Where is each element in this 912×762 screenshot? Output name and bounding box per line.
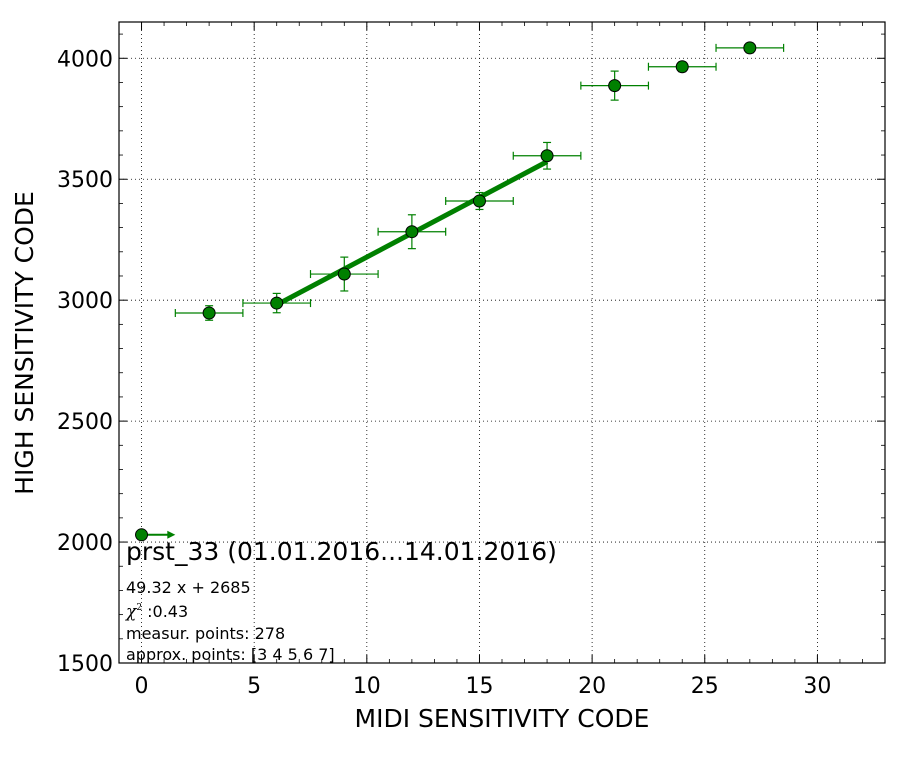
point-marker bbox=[472, 194, 486, 208]
plot-background bbox=[119, 22, 885, 663]
x-tick-label: 20 bbox=[578, 674, 606, 699]
y-tick-label: 4000 bbox=[57, 47, 113, 72]
point-marker bbox=[743, 41, 757, 55]
y-axis-title: HIGH SENSITIVITY CODE bbox=[10, 191, 39, 495]
x-tick-label: 30 bbox=[803, 674, 831, 699]
chi-square-label: χ2 :0.43 bbox=[125, 602, 188, 622]
measurement-points-label: measur. points: 278 bbox=[126, 624, 285, 643]
point-marker bbox=[540, 149, 554, 163]
data-point bbox=[445, 191, 514, 211]
point-marker bbox=[608, 79, 622, 93]
y-tick-label: 2500 bbox=[57, 410, 113, 435]
x-axis-title: MIDI SENSITIVITY CODE bbox=[355, 704, 650, 733]
data-points bbox=[174, 41, 785, 321]
marker-point bbox=[135, 528, 149, 542]
point-marker bbox=[202, 306, 216, 320]
approx-points-label: approx. points: [3 4 5 6 7] bbox=[126, 645, 335, 664]
chi-value: :0.43 bbox=[142, 602, 188, 621]
fit-equation: 49.32 x + 2685 bbox=[126, 578, 251, 597]
data-point bbox=[309, 256, 379, 292]
plot-frame bbox=[118, 21, 886, 664]
y-tick-label: 3000 bbox=[57, 289, 113, 314]
x-tick-label: 10 bbox=[353, 674, 381, 699]
y-tick-label: 3500 bbox=[57, 168, 113, 193]
data-point bbox=[715, 41, 785, 55]
marker-arrow-head bbox=[167, 530, 176, 539]
point-marker bbox=[270, 296, 284, 310]
point-marker bbox=[405, 225, 419, 239]
data-point bbox=[377, 214, 447, 250]
x-tick-label: 0 bbox=[135, 674, 149, 699]
data-point bbox=[647, 60, 717, 74]
data-point bbox=[512, 141, 582, 170]
grid bbox=[119, 22, 885, 664]
chi-symbol: χ bbox=[125, 602, 138, 622]
annotation-block: prst_33 (01.01.2016...14.01.2016) 49.32 … bbox=[125, 537, 557, 664]
y-tick-label: 1500 bbox=[57, 652, 113, 677]
x-tick-label: 5 bbox=[247, 674, 261, 699]
y-tick-labels: 1500 2000 2500 3000 3500 4000 bbox=[57, 47, 113, 677]
chi-superscript: 2 bbox=[136, 603, 142, 613]
ticks bbox=[118, 22, 886, 664]
point-marker bbox=[675, 60, 689, 74]
x-tick-label: 15 bbox=[465, 674, 493, 699]
annotation-title: prst_33 (01.01.2016...14.01.2016) bbox=[126, 537, 557, 566]
marker-group bbox=[135, 528, 176, 542]
data-point bbox=[242, 292, 312, 314]
x-tick-label: 25 bbox=[691, 674, 719, 699]
x-tick-labels: 0 5 10 15 20 25 30 bbox=[135, 674, 832, 699]
data-point bbox=[580, 70, 650, 101]
data-point bbox=[174, 305, 244, 321]
y-tick-label: 2000 bbox=[57, 531, 113, 556]
point-marker bbox=[337, 267, 351, 281]
